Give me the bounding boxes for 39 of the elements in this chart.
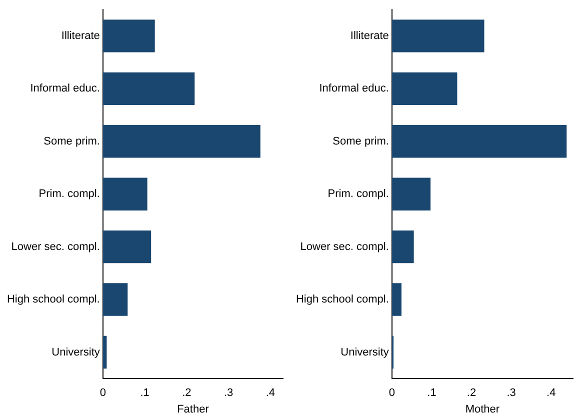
x-tick-label: 0	[388, 387, 395, 400]
y-tick-label: High school compl.	[6, 294, 100, 306]
x-tick-label: 0	[100, 387, 106, 400]
x-tick-label: .4	[266, 387, 276, 400]
x-tick-label: .3	[224, 387, 234, 400]
bar	[392, 72, 458, 106]
bar	[102, 283, 128, 316]
y-tick-label: Illiterate	[350, 30, 389, 42]
x-tick-label: .3	[506, 387, 516, 400]
y-tick-label: Illiterate	[61, 30, 100, 42]
bar	[392, 20, 484, 52]
bar	[102, 336, 107, 369]
y-tick-label: Prim. compl.	[38, 188, 100, 200]
y-tick-label: Informal educ.	[319, 82, 389, 95]
bar	[392, 178, 431, 210]
x-tick-label: .1	[140, 387, 150, 400]
y-tick-label: Informal educ.	[30, 82, 100, 95]
x-tick-label: .2	[182, 387, 192, 400]
bar	[102, 72, 195, 106]
y-tick-label: Prim. compl.	[328, 188, 389, 200]
bar	[392, 125, 567, 158]
bar	[102, 178, 148, 210]
bar	[392, 230, 414, 264]
y-tick-label: Lower sec. compl.	[11, 240, 100, 253]
y-tick-label: University	[52, 346, 100, 358]
x-axis-title: Mother	[465, 403, 500, 416]
y-tick-label: High school compl.	[296, 294, 389, 306]
y-tick-label: Lower sec. compl.	[300, 240, 389, 253]
bar	[392, 283, 402, 316]
x-tick-label: .1	[427, 387, 436, 400]
y-tick-label: Some prim.	[332, 135, 389, 148]
y-tick-label: Some prim.	[44, 135, 100, 148]
bar	[102, 230, 152, 264]
x-tick-label: .4	[546, 387, 556, 400]
bar	[102, 125, 260, 158]
x-tick-label: .2	[466, 387, 476, 400]
x-axis-title: Father	[177, 403, 210, 416]
y-tick-label: University	[340, 346, 390, 358]
bar	[102, 20, 155, 52]
